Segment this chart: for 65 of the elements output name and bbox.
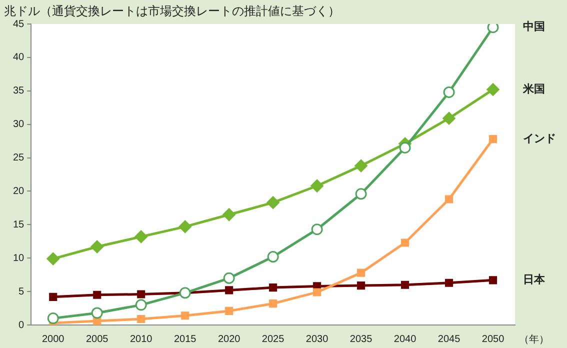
point [267,251,279,263]
y-tick-label: 10 [13,252,25,264]
point [222,208,236,222]
y-axis-title: 兆ドル（通貨交換レートは市場交換レートの推計値に基づく） [4,3,340,20]
point [223,272,235,284]
y-tick-label: 25 [13,152,25,164]
y-tick-label: 20 [13,186,25,197]
point [135,299,147,311]
point [400,238,410,247]
x-tick-label: 2040 [394,334,417,345]
x-axis-title: （年） [519,334,549,346]
point [134,230,148,244]
point [313,288,322,296]
point [137,290,146,298]
point [178,220,192,234]
x-tick-label: 2025 [262,334,285,345]
point [444,195,454,204]
point [311,224,323,236]
point [487,24,499,34]
x-tick-label: 2010 [130,334,153,345]
y-tick-label: 5 [18,286,25,298]
y-tick-label: 15 [13,219,25,230]
x-tick-label: 2035 [350,334,373,345]
point [444,278,454,287]
point [310,179,324,192]
x-tick-label: 2030 [306,334,329,345]
point [225,286,234,294]
point [399,142,411,154]
point [91,307,103,319]
text: 日本 [523,273,546,286]
y-tick-label: 40 [13,52,25,64]
point [49,292,58,301]
text: 米国 [522,82,545,96]
point [442,112,456,125]
x-tick-label: 2050 [482,334,505,345]
x-tick-label: 2000 [42,334,65,345]
point [266,196,280,210]
point [137,314,146,324]
x-tick-label: 2020 [218,334,241,345]
point [354,159,368,172]
point [181,312,190,320]
point [486,83,500,96]
y-tick-label: 0 [18,320,25,331]
x-tick-label: 2015 [174,334,197,345]
point [400,280,410,289]
point [443,86,455,98]
point [488,135,498,144]
point [488,276,498,284]
y-tick-label: 45 [13,18,25,30]
y-tick-label: 35 [13,86,25,97]
point [269,284,278,292]
point [93,290,102,299]
text: 中国 [523,20,545,34]
y-tick-label: 30 [13,119,25,130]
point [269,300,278,308]
point [46,252,60,266]
point [225,306,234,315]
x-tick-label: 2005 [86,334,109,345]
x-tick-label: 2045 [438,334,461,345]
point [90,240,104,254]
text: インド [523,132,556,145]
point [355,188,367,200]
point [47,312,59,324]
point [357,282,366,290]
point [357,268,366,277]
